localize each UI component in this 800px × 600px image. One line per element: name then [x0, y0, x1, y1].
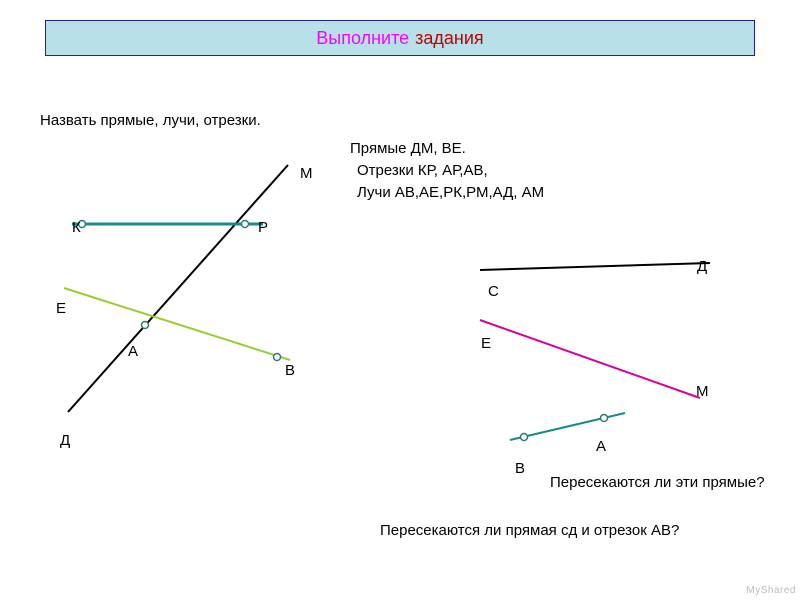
label-d-right: Д	[697, 258, 707, 275]
label-d-left: Д	[60, 432, 70, 449]
label-c: С	[488, 283, 499, 300]
label-b-right: В	[515, 460, 525, 477]
point-p	[242, 221, 249, 228]
label-m-left: М	[300, 165, 313, 182]
point-a-right	[601, 415, 608, 422]
label-k: К	[72, 219, 81, 236]
line-eb	[64, 288, 290, 360]
point-a-left	[142, 322, 149, 329]
label-a-right: А	[596, 438, 606, 455]
line-em	[480, 320, 700, 398]
label-m-right: М	[696, 383, 709, 400]
label-p: Р	[258, 219, 268, 236]
question-1: Пересекаются ли эти прямые?	[550, 474, 765, 491]
point-b-left	[274, 354, 281, 361]
label-b-left: В	[285, 362, 295, 379]
line-dm	[68, 165, 288, 412]
line-cd	[480, 263, 710, 270]
watermark: MyShared	[746, 585, 796, 596]
label-e-right: Е	[481, 335, 491, 352]
question-2: Пересекаются ли прямая сд и отрезок АВ?	[380, 522, 679, 539]
label-e-left: Е	[56, 300, 66, 317]
geometry-diagram	[0, 0, 800, 600]
label-a-left: А	[128, 343, 138, 360]
point-b-right	[521, 434, 528, 441]
